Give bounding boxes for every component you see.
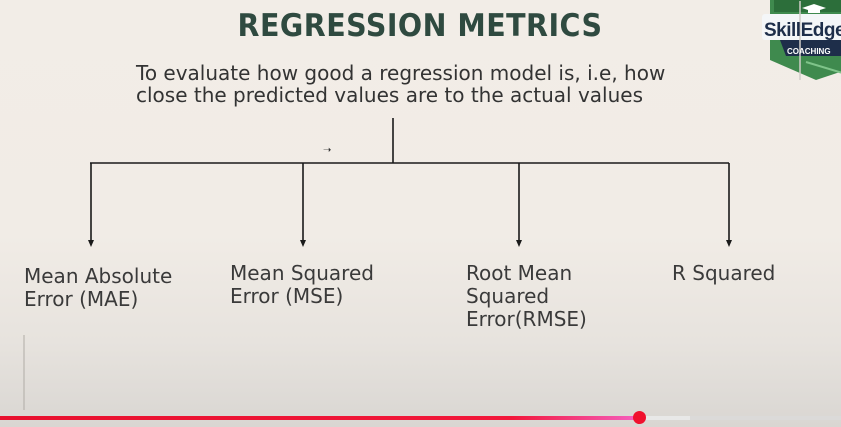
- metric-r-squared-line-1: R Squared: [672, 261, 776, 285]
- metric-mae-line-1: Mean Absolute: [24, 264, 173, 288]
- logo-name: SkillEdge: [764, 20, 841, 41]
- graduation-cap-icon: [802, 4, 826, 13]
- logo-emblem: [762, 0, 841, 80]
- arrow-mae: [88, 163, 94, 247]
- video-played-bar: [0, 416, 639, 420]
- metric-rmse-line-2: Squared: [466, 284, 550, 308]
- metric-mse: Mean Squared Error (MSE): [230, 262, 374, 308]
- slide-subtitle: To evaluate how good a regression model …: [136, 62, 736, 106]
- video-progress-bar[interactable]: [0, 411, 841, 424]
- subtitle-line-1: To evaluate how good a regression model …: [136, 61, 666, 85]
- metric-mae-line-2: Error (MAE): [24, 287, 139, 311]
- arrow-rmse: [516, 163, 522, 247]
- arrow-mse: [300, 163, 306, 247]
- metric-rmse: Root Mean Squared Error(RMSE): [466, 262, 587, 331]
- metric-mse-line-1: Mean Squared: [230, 261, 374, 285]
- metric-r-squared: R Squared: [672, 262, 775, 285]
- video-scrubber-handle[interactable]: [633, 411, 646, 424]
- metric-rmse-line-1: Root Mean: [466, 261, 573, 285]
- logo-tagline: COACHING: [787, 47, 831, 56]
- arrow-r-squared: [726, 163, 732, 247]
- subtitle-line-2: close the predicted values are to the ac…: [136, 83, 643, 107]
- metric-rmse-line-3: Error(RMSE): [466, 307, 587, 331]
- metric-mae: Mean Absolute Error (MAE): [24, 265, 172, 311]
- slide-title: REGRESSION METRICS: [237, 8, 603, 44]
- mouse-cursor-icon: ➝: [323, 145, 332, 156]
- metric-mse-line-2: Error (MSE): [230, 284, 344, 308]
